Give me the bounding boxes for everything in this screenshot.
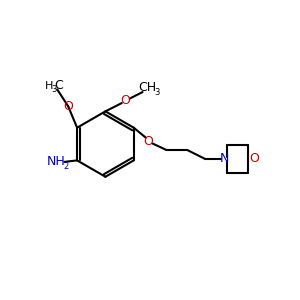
Text: 3: 3 — [154, 88, 159, 97]
Text: O: O — [121, 94, 130, 107]
Text: H: H — [45, 80, 53, 91]
Text: O: O — [249, 152, 259, 165]
Text: 3: 3 — [51, 85, 56, 94]
Text: N: N — [220, 152, 229, 165]
Text: C: C — [54, 79, 63, 92]
Text: O: O — [63, 100, 73, 113]
Text: 2: 2 — [64, 161, 69, 170]
Text: O: O — [144, 135, 154, 148]
Text: NH: NH — [47, 155, 66, 168]
Text: CH: CH — [138, 81, 156, 94]
